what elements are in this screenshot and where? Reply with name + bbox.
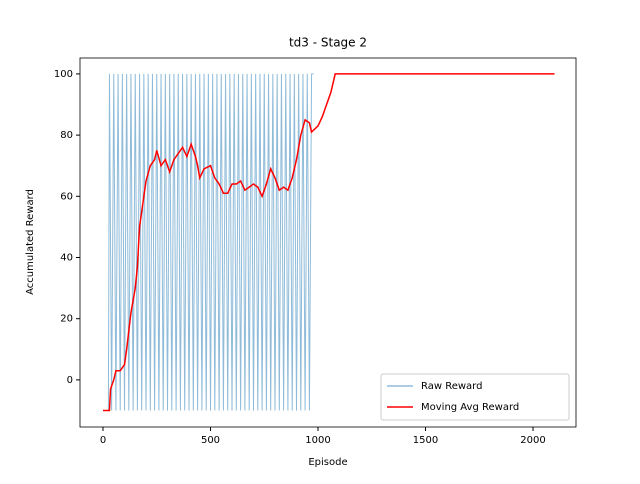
legend-label: Raw Reward <box>421 381 482 392</box>
y-tick-label: 60 <box>60 191 73 202</box>
x-axis-label: Episode <box>308 457 347 468</box>
plot-frame <box>79 57 577 428</box>
y-tick-label: 40 <box>60 252 73 263</box>
chart-title: td3 - Stage 2 <box>289 36 367 50</box>
series-line <box>103 73 555 412</box>
x-tick-label: 2000 <box>520 435 545 446</box>
x-tick-label: 1500 <box>413 435 438 446</box>
y-tick-label: 100 <box>54 69 73 80</box>
y-axis-label: Accumulated Reward <box>25 189 36 295</box>
x-tick-label: 0 <box>100 435 106 446</box>
y-tick-label: 80 <box>60 130 73 141</box>
series-line <box>103 73 314 411</box>
y-tick-label: 20 <box>60 314 73 325</box>
legend-label: Moving Avg Reward <box>421 402 519 413</box>
x-tick-label: 1000 <box>305 435 330 446</box>
x-tick-label: 500 <box>201 435 220 446</box>
legend-box <box>380 373 570 421</box>
y-tick-label: 0 <box>67 375 73 386</box>
